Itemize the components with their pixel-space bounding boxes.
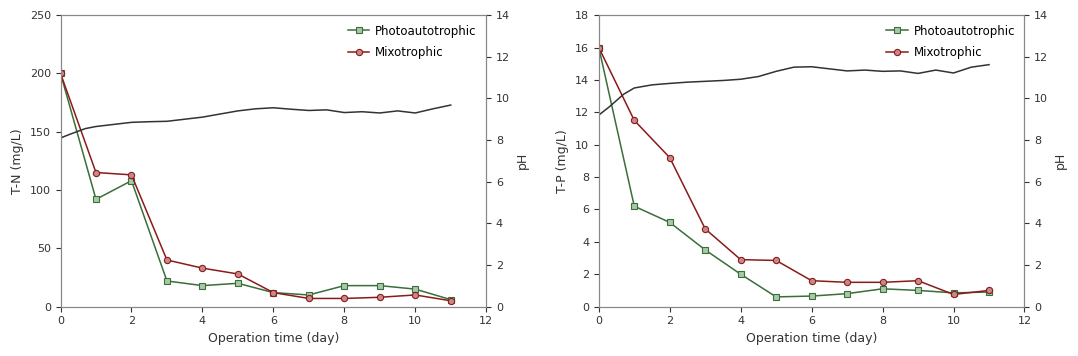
Photoautotrophic	[373, 283, 386, 288]
Photoautotrophic	[592, 45, 605, 49]
Y-axis label: pH: pH	[1054, 152, 1067, 169]
Mixotrophic	[267, 290, 280, 295]
Photoautotrophic	[948, 291, 960, 295]
Mixotrophic	[302, 296, 315, 300]
Photoautotrophic	[161, 279, 174, 283]
Photoautotrophic	[196, 283, 209, 288]
Mixotrophic	[948, 292, 960, 297]
Mixotrophic	[876, 280, 889, 284]
Y-axis label: pH: pH	[515, 152, 528, 169]
Photoautotrophic	[912, 288, 925, 293]
Photoautotrophic	[89, 197, 102, 201]
Mixotrophic	[982, 288, 995, 293]
Mixotrophic	[337, 296, 350, 300]
Mixotrophic	[54, 71, 67, 75]
Mixotrophic	[734, 257, 747, 262]
Photoautotrophic	[699, 248, 711, 252]
Mixotrophic	[444, 299, 457, 303]
Mixotrophic	[232, 272, 245, 276]
Mixotrophic	[770, 258, 783, 263]
Mixotrophic	[373, 295, 386, 299]
Legend: Photoautotrophic, Mixotrophic: Photoautotrophic, Mixotrophic	[345, 21, 481, 62]
Photoautotrophic	[982, 290, 995, 294]
Photoautotrophic	[734, 272, 747, 276]
Photoautotrophic	[841, 292, 854, 296]
Mixotrophic	[409, 293, 421, 297]
Photoautotrophic	[409, 287, 421, 291]
Photoautotrophic	[125, 179, 138, 183]
Mixotrophic	[161, 258, 174, 262]
Line: Mixotrophic: Mixotrophic	[57, 70, 454, 304]
Photoautotrophic	[232, 281, 245, 286]
Photoautotrophic	[770, 295, 783, 299]
Photoautotrophic	[805, 294, 818, 298]
Line: Photoautotrophic: Photoautotrophic	[596, 44, 992, 300]
Photoautotrophic	[663, 220, 676, 225]
Mixotrophic	[627, 118, 640, 122]
Photoautotrophic	[302, 293, 315, 297]
Y-axis label: T-P (mg/L): T-P (mg/L)	[556, 129, 569, 193]
Photoautotrophic	[444, 298, 457, 302]
Mixotrophic	[699, 227, 711, 231]
Mixotrophic	[663, 156, 676, 160]
Photoautotrophic	[876, 287, 889, 291]
Mixotrophic	[592, 45, 605, 49]
Mixotrophic	[125, 173, 138, 177]
Photoautotrophic	[54, 71, 67, 75]
Legend: Photoautotrophic, Mixotrophic: Photoautotrophic, Mixotrophic	[883, 21, 1019, 62]
Mixotrophic	[196, 266, 209, 270]
X-axis label: Operation time (day): Operation time (day)	[746, 332, 877, 345]
Mixotrophic	[841, 280, 854, 284]
Photoautotrophic	[267, 290, 280, 295]
Photoautotrophic	[337, 283, 350, 288]
Mixotrophic	[912, 278, 925, 283]
Mixotrophic	[89, 171, 102, 175]
Y-axis label: T-N (mg/L): T-N (mg/L)	[11, 128, 24, 194]
Photoautotrophic	[627, 204, 640, 208]
X-axis label: Operation time (day): Operation time (day)	[208, 332, 340, 345]
Line: Mixotrophic: Mixotrophic	[596, 44, 992, 298]
Line: Photoautotrophic: Photoautotrophic	[57, 70, 454, 303]
Mixotrophic	[805, 278, 818, 283]
